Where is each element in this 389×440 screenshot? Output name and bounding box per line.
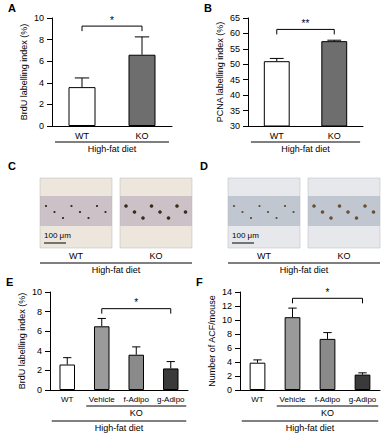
svg-text:2: 2	[227, 371, 232, 381]
svg-text:Vehicle: Vehicle	[280, 395, 306, 404]
svg-text:55: 55	[230, 44, 240, 54]
svg-text:WT: WT	[251, 395, 264, 404]
svg-text:2: 2	[39, 99, 44, 109]
svg-text:35: 35	[230, 106, 240, 116]
svg-text:WT: WT	[257, 251, 271, 261]
svg-text:*: *	[110, 15, 114, 26]
svg-text:High-fat diet: High-fat diet	[281, 144, 330, 154]
svg-text:6: 6	[39, 56, 44, 66]
svg-text:High-fat diet: High-fat diet	[286, 423, 335, 433]
svg-text:f-Adipo: f-Adipo	[124, 395, 150, 404]
svg-text:KO: KO	[337, 251, 350, 261]
svg-text:KO: KO	[130, 408, 143, 418]
svg-text:65: 65	[230, 13, 240, 23]
svg-text:45: 45	[230, 75, 240, 85]
svg-text:0: 0	[39, 121, 44, 131]
svg-text:8: 8	[39, 35, 44, 45]
svg-text:A: A	[8, 2, 16, 14]
svg-text:KO: KO	[135, 131, 148, 141]
svg-text:*: *	[326, 287, 330, 298]
svg-text:WT: WT	[75, 131, 89, 141]
svg-text:High-fat diet: High-fat diet	[88, 144, 137, 154]
svg-text:60: 60	[230, 28, 240, 38]
svg-text:10: 10	[222, 315, 232, 325]
svg-text:4: 4	[37, 346, 42, 356]
svg-text:100 μm: 100 μm	[232, 231, 259, 240]
svg-text:14: 14	[222, 287, 232, 297]
svg-text:B: B	[204, 2, 212, 14]
svg-text:10: 10	[32, 287, 42, 297]
svg-text:12: 12	[222, 301, 232, 311]
svg-text:WT: WT	[270, 131, 284, 141]
svg-text:High-fat diet: High-fat diet	[95, 423, 144, 433]
svg-text:Vehicle: Vehicle	[89, 395, 115, 404]
svg-text:30: 30	[230, 121, 240, 131]
svg-text:D: D	[200, 160, 208, 172]
svg-text:BrdU labelling index (%): BrdU labelling index (%)	[19, 24, 29, 121]
svg-text:WT: WT	[61, 395, 74, 404]
svg-text:0: 0	[37, 385, 42, 395]
svg-text:High-fat diet: High-fat diet	[92, 265, 141, 275]
svg-text:**: **	[302, 18, 310, 29]
svg-text:f-Adipo: f-Adipo	[315, 395, 341, 404]
svg-text:0: 0	[227, 385, 232, 395]
svg-text:50: 50	[230, 59, 240, 69]
svg-text:100 μm: 100 μm	[44, 231, 71, 240]
svg-text:KO: KO	[328, 131, 341, 141]
svg-text:*: *	[134, 297, 138, 308]
svg-text:8: 8	[37, 307, 42, 317]
svg-text:C: C	[8, 160, 16, 172]
svg-text:KO: KO	[149, 251, 162, 261]
svg-text:E: E	[6, 276, 13, 288]
svg-text:10: 10	[34, 13, 44, 23]
svg-text:40: 40	[230, 90, 240, 100]
svg-text:WT: WT	[69, 251, 83, 261]
svg-text:PCNA labelling index (%): PCNA labelling index (%)	[215, 22, 225, 123]
svg-text:BrdU labelling index (%): BrdU labelling index (%)	[17, 293, 27, 390]
svg-text:4: 4	[227, 357, 232, 367]
svg-text:g-Adipo: g-Adipo	[157, 395, 185, 404]
svg-text:Number of ACF/mouse: Number of ACF/mouse	[207, 295, 217, 387]
svg-text:6: 6	[37, 326, 42, 336]
svg-text:g-Adipo: g-Adipo	[349, 395, 377, 404]
svg-text:6: 6	[227, 343, 232, 353]
svg-text:F: F	[196, 276, 203, 288]
svg-text:High-fat diet: High-fat diet	[280, 265, 329, 275]
svg-text:2: 2	[37, 365, 42, 375]
svg-text:4: 4	[39, 78, 44, 88]
svg-text:KO: KO	[321, 408, 334, 418]
svg-text:8: 8	[227, 329, 232, 339]
